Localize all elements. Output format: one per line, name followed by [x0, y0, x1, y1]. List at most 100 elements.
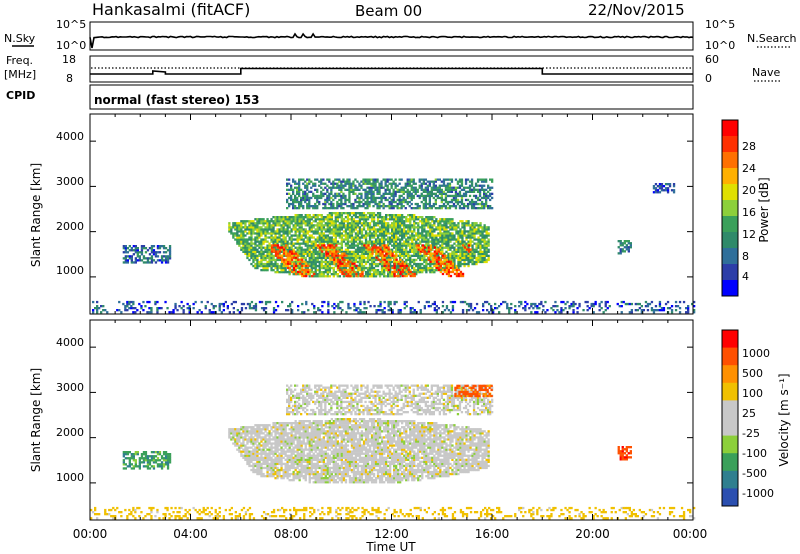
power-cell: [440, 205, 443, 208]
power-cell: [429, 222, 432, 225]
power-cell: [468, 202, 472, 206]
power-cell: [324, 192, 327, 195]
power-cell: [346, 224, 350, 227]
power-cell: [457, 238, 460, 241]
power-cell: [387, 264, 390, 267]
power-cell: [378, 222, 382, 225]
power-cell: [381, 254, 384, 257]
power-cell: [328, 260, 331, 264]
power-cell: [313, 272, 316, 276]
power-cell: [372, 269, 376, 272]
power-cell: [348, 190, 351, 193]
power-cell: [341, 309, 344, 312]
power-cell: [266, 250, 269, 253]
power-cell: [392, 207, 395, 210]
power-cell: [128, 302, 131, 306]
power-cell: [295, 256, 298, 259]
power-cell: [415, 273, 418, 276]
power-cell: [343, 260, 346, 263]
power-cell: [500, 302, 503, 306]
power-cell: [230, 230, 233, 233]
power-cell: [359, 311, 362, 314]
power-cell: [464, 190, 468, 193]
power-cell: [385, 262, 388, 265]
power-cell: [320, 220, 323, 223]
power-cell: [342, 186, 345, 189]
power-cell: [308, 222, 311, 225]
power-cell: [440, 180, 443, 183]
power-cell: [459, 234, 462, 237]
power-cell: [485, 252, 488, 255]
power-cell: [393, 266, 396, 269]
power-cell: [437, 238, 440, 241]
power-cell: [312, 254, 315, 257]
power-cell: [311, 302, 314, 306]
power-cell: [378, 234, 382, 237]
power-cell: [344, 188, 347, 191]
power-cell: [344, 273, 348, 276]
power-cell: [318, 202, 321, 206]
power-cell: [477, 240, 480, 243]
power-cell: [389, 302, 392, 306]
power-cell: [439, 269, 442, 272]
power-cell: [308, 275, 311, 278]
power-cell: [387, 258, 390, 261]
power-cell: [664, 183, 668, 186]
power-cell: [322, 188, 325, 191]
power-cell: [427, 244, 430, 247]
power-cell: [435, 248, 438, 251]
power-cell: [366, 273, 370, 276]
power-cell: [360, 205, 363, 208]
power-cell: [399, 260, 402, 264]
power-cell: [232, 236, 235, 239]
power-cell: [417, 246, 420, 249]
power-cell: [476, 180, 480, 183]
power-cell: [592, 311, 595, 314]
power-cell: [408, 178, 411, 181]
power-cell: [389, 256, 392, 260]
power-cell: [285, 258, 288, 261]
power-cell: [268, 300, 272, 304]
power-cell: [419, 258, 422, 262]
power-cell: [405, 242, 408, 245]
power-cell: [405, 220, 408, 223]
power-cell: [262, 218, 265, 221]
power-cell: [449, 220, 452, 223]
power-cell: [380, 224, 384, 227]
power-cell: [246, 252, 249, 255]
power-cell: [328, 212, 331, 215]
power-cell: [354, 238, 358, 241]
power-cell: [413, 269, 416, 272]
power-cell: [252, 260, 255, 264]
power-cell: [232, 224, 235, 227]
power-cell: [314, 184, 317, 187]
power-cell: [437, 226, 440, 229]
power-cell: [334, 214, 337, 217]
power-cell: [272, 256, 275, 260]
power-cell: [242, 244, 245, 247]
power-cell: [128, 245, 131, 248]
power-cell: [305, 262, 308, 265]
power-cell: [230, 228, 233, 231]
power-cell: [384, 182, 387, 185]
power-cell: [336, 200, 339, 204]
power-cell: [349, 260, 352, 263]
power-cell: [302, 234, 305, 237]
power-cell: [483, 190, 486, 193]
power-cell: [310, 224, 313, 227]
power-cell: [328, 186, 331, 189]
power-cell: [362, 269, 366, 272]
power-cell: [352, 212, 356, 215]
power-cell: [437, 256, 440, 259]
power-cell: [312, 246, 315, 249]
power-cell: [260, 218, 263, 221]
power-cell: [373, 305, 376, 308]
power-cell: [478, 188, 482, 191]
power-cell: [483, 238, 486, 241]
power-cell: [658, 309, 662, 312]
power-cell: [281, 254, 284, 257]
power-cell: [604, 302, 607, 306]
power-cell: [572, 302, 575, 306]
power-cell: [427, 234, 430, 237]
power-cell: [470, 202, 474, 206]
